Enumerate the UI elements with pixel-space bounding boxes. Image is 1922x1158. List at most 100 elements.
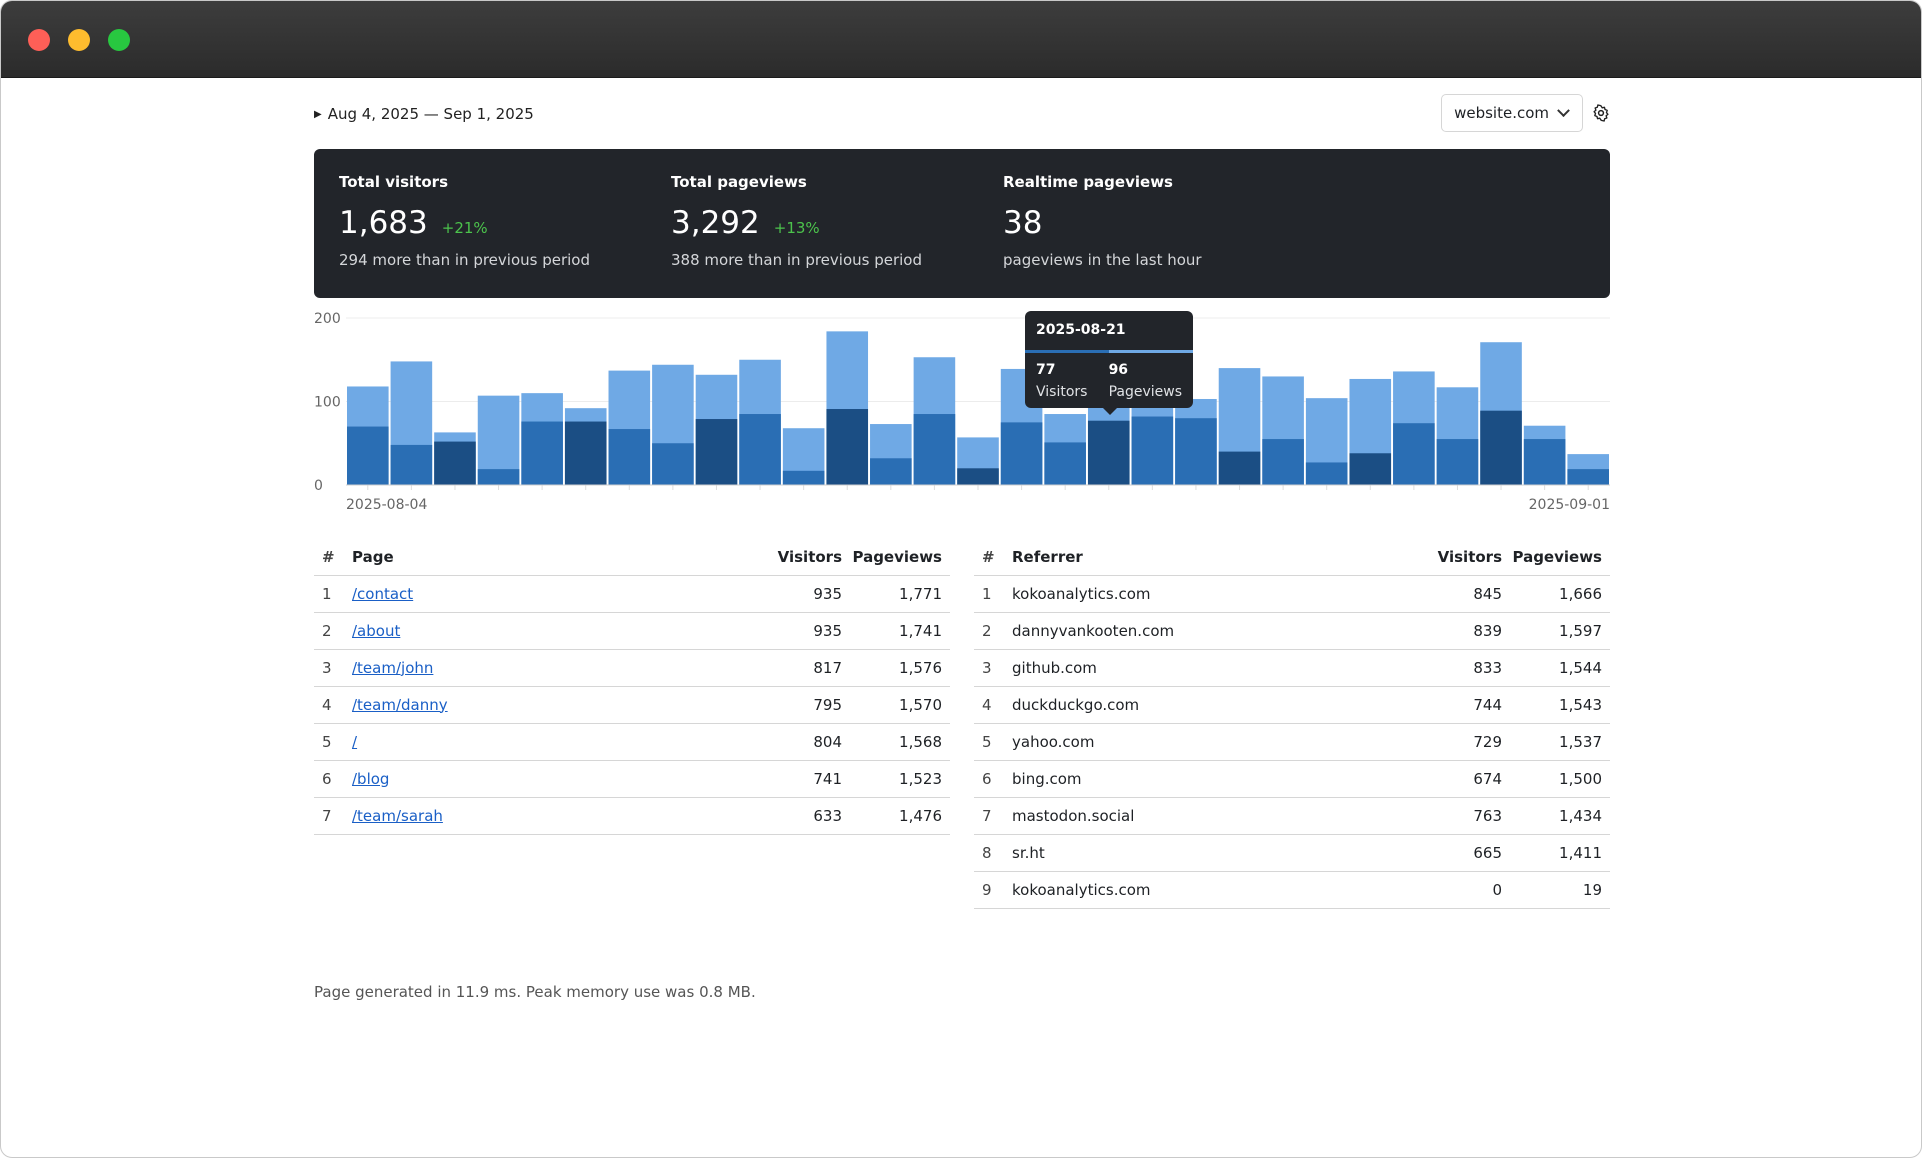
visitors-bar: [390, 444, 433, 485]
visitors-bar: [1305, 462, 1348, 485]
visitors-bar: [826, 409, 869, 485]
realtime-pageviews-label: Realtime pageviews: [1003, 173, 1173, 191]
visitors-bar: [347, 426, 389, 485]
visitors-bar: [1262, 439, 1304, 485]
page-link[interactable]: /: [352, 732, 358, 751]
totals-panel: Total visitors 1,683 +21% 294 more than …: [314, 149, 1610, 298]
pages-visitors-header: Visitors: [770, 540, 850, 576]
total-pageviews-value: 3,292: [671, 205, 760, 241]
row-visitors: 804: [770, 723, 850, 761]
y-tick-label: 200: [314, 311, 341, 327]
visitors-bar: [477, 469, 520, 485]
visitors-bar: [1349, 453, 1392, 485]
visitors-bar: [1393, 423, 1435, 485]
row-visitors: 0: [1430, 871, 1510, 909]
visitors-bar: [434, 441, 476, 485]
row-rank: 6: [974, 760, 1012, 798]
gear-icon[interactable]: [1592, 104, 1610, 122]
page-link[interactable]: /contact: [352, 584, 414, 603]
referrers-referrer-header: Referrer: [1012, 540, 1430, 576]
pages-page-header: Page: [352, 540, 770, 576]
row-pageviews: 1,597: [1510, 612, 1610, 650]
dashboard: ▶ Aug 4, 2025 — Sep 1, 2025 website.com …: [314, 78, 1610, 920]
row-pageviews: 1,543: [1510, 686, 1610, 724]
referrer-name: bing.com: [1012, 760, 1430, 798]
title-bar: [1, 1, 1921, 78]
visitors-bar: [782, 470, 825, 485]
table-row: 6/blog 741 1,523: [314, 760, 950, 798]
table-row: 5 yahoo.com 729 1,537: [974, 723, 1610, 761]
visitors-bar: [739, 414, 781, 485]
page-link[interactable]: /blog: [352, 769, 390, 788]
page-cell: /contact: [352, 575, 770, 613]
chevron-down-icon: [1557, 103, 1570, 117]
table-row: 1 kokoanalytics.com 845 1,666: [974, 575, 1610, 613]
visitors-bar: [1218, 451, 1261, 485]
row-rank: 9: [974, 871, 1012, 909]
maximize-window-button[interactable]: [108, 29, 130, 51]
row-rank: 8: [974, 834, 1012, 872]
close-window-button[interactable]: [28, 29, 50, 51]
row-rank: 7: [974, 797, 1012, 835]
minimize-window-button[interactable]: [68, 29, 90, 51]
row-visitors: 763: [1430, 797, 1510, 835]
referrer-name: duckduckgo.com: [1012, 686, 1430, 724]
row-pageviews: 1,771: [850, 575, 950, 613]
page-cell: /: [352, 723, 770, 761]
referrers-table: # Referrer Visitors Pageviews 1 kokoanaly…: [974, 540, 1610, 909]
visitors-bar: [913, 414, 956, 485]
page-cell: /blog: [352, 760, 770, 798]
row-visitors: 729: [1430, 723, 1510, 761]
row-visitors: 935: [770, 575, 850, 613]
row-visitors: 845: [1430, 575, 1510, 613]
tooltip-pageviews-label: Pageviews: [1108, 384, 1182, 400]
row-rank: 3: [314, 649, 352, 687]
row-pageviews: 1,434: [1510, 797, 1610, 835]
page-link[interactable]: /team/sarah: [352, 806, 443, 825]
visitors-bar: [1087, 420, 1130, 485]
row-rank: 3: [974, 649, 1012, 687]
row-pageviews: 1,500: [1510, 760, 1610, 798]
table-row: 8 sr.ht 665 1,411: [974, 834, 1610, 872]
date-range-toggle[interactable]: ▶ Aug 4, 2025 — Sep 1, 2025: [314, 105, 534, 123]
row-visitors: 839: [1430, 612, 1510, 650]
visitors-bar: [521, 421, 563, 485]
pageviews-chart: 0 100 200 2025-08-04 2025-09-01 2025-08-21 7…: [314, 298, 1610, 536]
total-visitors-subtext: 294 more than in previous period: [339, 251, 591, 269]
tooltip-visitors-value: 77: [1036, 362, 1056, 378]
bar-chart: 0 100 200 2025-08-04 2025-09-01: [314, 311, 1610, 513]
row-visitors: 935: [770, 612, 850, 650]
site-select-value: website.com: [1454, 104, 1549, 122]
page-footer: Page generated in 11.9 ms. Peak memory u…: [314, 983, 756, 1001]
visitors-bar: [652, 443, 694, 485]
referrer-name: kokoanalytics.com: [1012, 575, 1430, 613]
visitors-bar: [1000, 422, 1043, 485]
referrer-name: dannyvankooten.com: [1012, 612, 1430, 650]
total-pageviews-change: +13%: [773, 219, 820, 237]
row-pageviews: 1,544: [1510, 649, 1610, 687]
table-row: 2 dannyvankooten.com 839 1,597: [974, 612, 1610, 650]
table-row: 4/team/danny 795 1,570: [314, 686, 950, 724]
row-visitors: 744: [1430, 686, 1510, 724]
tooltip-pageviews-value: 96: [1108, 362, 1129, 378]
pages-pageviews-header: Pageviews: [850, 540, 950, 576]
page-link[interactable]: /team/john: [352, 658, 434, 677]
tables-section: # Page Visitors Pageviews 1/contact 935 1,…: [314, 540, 1610, 920]
row-pageviews: 1,568: [850, 723, 950, 761]
referrer-name: kokoanalytics.com: [1012, 871, 1430, 909]
row-rank: 4: [974, 686, 1012, 724]
table-row: 6 bing.com 674 1,500: [974, 760, 1610, 798]
realtime-pageviews-value: 38: [1003, 205, 1043, 241]
visitors-bar: [870, 458, 912, 485]
realtime-pageviews: Realtime pageviews 38 pageviews in the l…: [1003, 173, 1202, 269]
site-select[interactable]: website.com: [1441, 94, 1583, 132]
x-end-label: 2025-09-01: [1529, 497, 1610, 513]
page-link[interactable]: /team/danny: [352, 695, 448, 714]
disclosure-triangle-icon: ▶: [314, 108, 322, 120]
visitors-bar: [1131, 416, 1174, 485]
visitors-bar: [1523, 439, 1566, 485]
row-pageviews: 1,537: [1510, 723, 1610, 761]
row-visitors: 817: [770, 649, 850, 687]
row-rank: 7: [314, 797, 352, 835]
page-link[interactable]: /about: [352, 621, 401, 640]
